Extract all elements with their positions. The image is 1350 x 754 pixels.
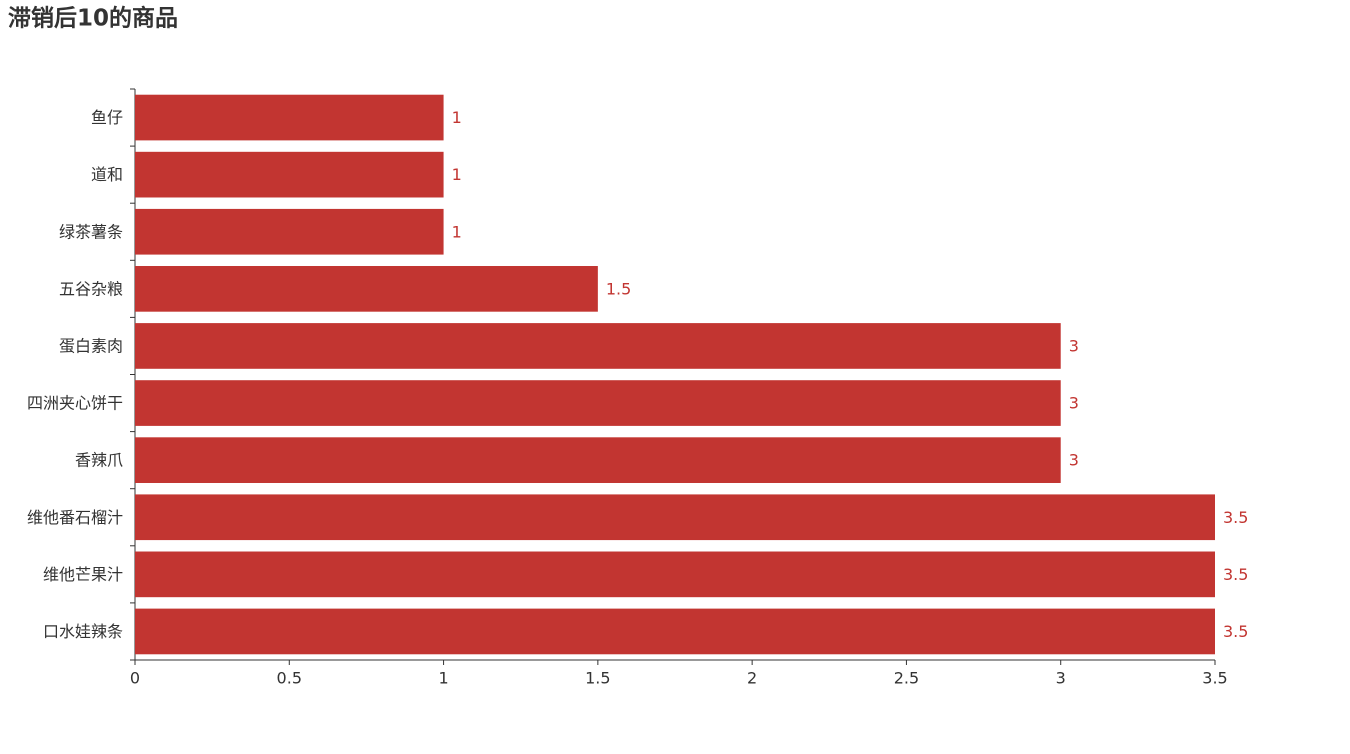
y-tick-label: 绿茶薯条 xyxy=(59,222,123,241)
x-tick-label: 0 xyxy=(130,669,140,688)
data-label: 1 xyxy=(452,222,462,241)
bar xyxy=(135,151,444,198)
bar xyxy=(135,208,444,255)
y-tick-label: 道和 xyxy=(91,165,123,184)
data-label: 3 xyxy=(1069,394,1079,413)
data-label: 3.5 xyxy=(1223,622,1248,641)
y-tick-label: 香辣爪 xyxy=(75,451,123,470)
bar xyxy=(135,380,1061,426)
y-tick-label: 蛋白素肉 xyxy=(59,336,123,355)
data-label: 1 xyxy=(452,108,462,127)
chart-title: 滞销后10的商品 xyxy=(8,5,178,32)
data-label: 1.5 xyxy=(606,279,631,298)
data-label: 3 xyxy=(1069,336,1079,355)
data-label: 3.5 xyxy=(1223,565,1248,584)
y-tick-label: 五谷杂粮 xyxy=(59,279,123,298)
bar xyxy=(135,266,598,312)
x-tick-label: 2 xyxy=(747,669,757,688)
x-tick-label: 1.5 xyxy=(585,669,610,688)
bar xyxy=(135,494,1215,541)
x-tick-label: 3 xyxy=(1056,669,1066,688)
x-tick-label: 1 xyxy=(438,669,448,688)
y-tick-label: 维他番石榴汁 xyxy=(27,508,123,527)
x-tick-label: 3.5 xyxy=(1202,669,1227,688)
y-tick-label: 维他芒果汁 xyxy=(43,565,123,584)
data-label: 3 xyxy=(1069,451,1079,470)
y-tick-label: 四洲夹心饼干 xyxy=(27,394,123,413)
data-label: 1 xyxy=(452,165,462,184)
y-tick-label: 口水娃辣条 xyxy=(43,622,123,641)
bar xyxy=(135,608,1215,655)
x-tick-label: 2.5 xyxy=(894,669,919,688)
bar xyxy=(135,94,444,141)
y-tick-label: 鱼仔 xyxy=(91,108,123,127)
bar xyxy=(135,323,1061,369)
bar xyxy=(135,437,1061,483)
data-label: 3.5 xyxy=(1223,508,1248,527)
x-tick-label: 0.5 xyxy=(277,669,302,688)
bar xyxy=(135,551,1215,598)
